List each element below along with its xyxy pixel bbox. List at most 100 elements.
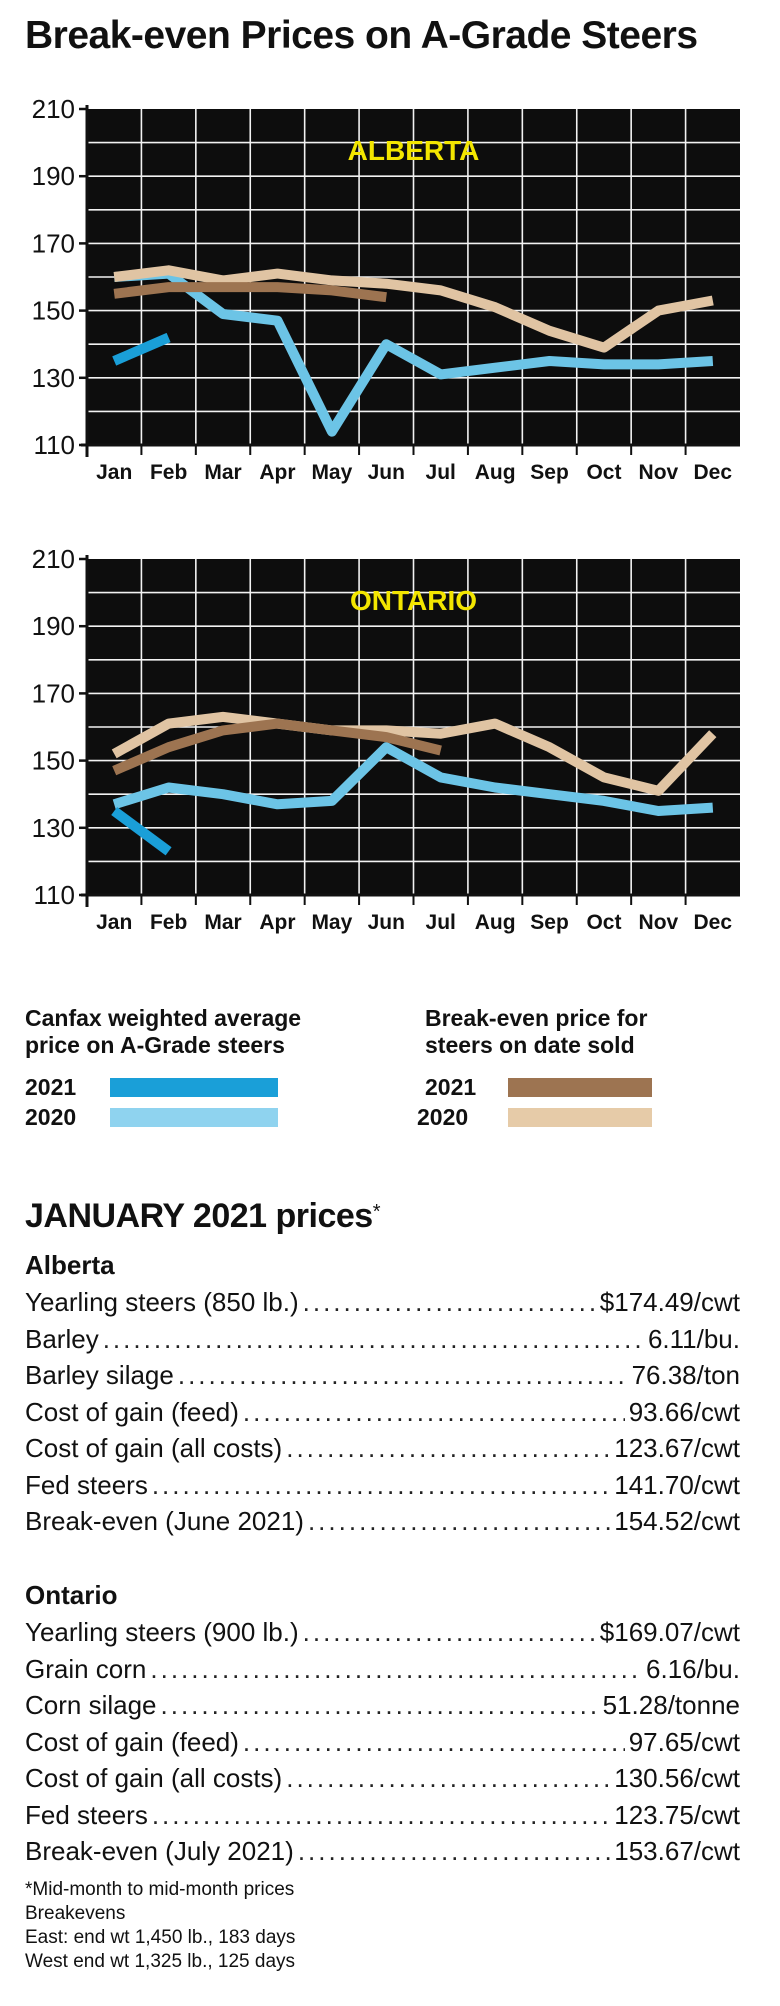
- dot-leader: ........................................…: [177, 1360, 628, 1390]
- price-row-label: Cost of gain (feed): [25, 1726, 239, 1757]
- legend-breakeven-2021-year: 2021: [425, 1074, 477, 1100]
- price-row-value: 51.28/tonne: [602, 1690, 740, 1720]
- series-line-breakeven-2020: [111, 711, 717, 796]
- legend-breakeven-heading-line1: Break-even price for: [425, 1005, 648, 1031]
- price-row-label: Cost of gain (feed): [25, 1396, 239, 1427]
- dot-leader: ........................................…: [150, 1653, 643, 1684]
- dot-leader: ........................................…: [242, 1396, 625, 1427]
- price-row-value: 154.52/cwt: [614, 1506, 740, 1536]
- dot-leader: ........................................…: [307, 1506, 610, 1536]
- ontario-price-row: Cost of gain (feed).....................…: [25, 1727, 740, 1763]
- alberta-price-row: Barley..................................…: [25, 1324, 740, 1360]
- x-tick-label: Sep: [530, 461, 569, 484]
- legend-canfax-2020-swatch: [110, 1108, 278, 1127]
- price-row-label: Grain corn: [25, 1653, 147, 1684]
- region-label-alberta: ALBERTA: [348, 135, 480, 166]
- page-title: Break-even Prices on A-Grade Steers: [25, 14, 698, 57]
- legend-breakeven-2020-year: 2020: [417, 1104, 469, 1130]
- x-tick-label: Mar: [204, 911, 241, 934]
- ontario-price-row: Cost of gain (all costs)................…: [25, 1763, 740, 1799]
- y-tick-label: 170: [32, 678, 75, 708]
- ontario-price-row: Corn silage.............................…: [25, 1690, 740, 1726]
- alberta-chart: 210 190 170 150 130 110 Jan Feb Mar Apr May Jun Jul A…: [32, 95, 740, 484]
- price-row-label: Barley: [25, 1323, 99, 1354]
- series-line-breakeven-2021: [113, 282, 387, 303]
- x-tick-label: Apr: [259, 461, 295, 484]
- series-line-canfax-2020: [112, 742, 714, 816]
- dot-leader: ........................................…: [102, 1323, 644, 1354]
- price-row-value: $174.49/cwt: [599, 1287, 740, 1317]
- alberta-price-row: Yearling steers (850 lb.)...............…: [25, 1287, 740, 1323]
- dot-leader: ........................................…: [302, 1617, 596, 1647]
- price-row-value: 76.38/ton: [631, 1360, 740, 1390]
- price-row-value: 130.56/cwt: [614, 1763, 740, 1793]
- y-tick-label: 190: [32, 611, 75, 641]
- price-row-value: 153.67/cwt: [614, 1836, 740, 1866]
- alberta-price-row: Cost of gain (feed).....................…: [25, 1397, 740, 1433]
- price-row-label: Fed steers: [25, 1799, 148, 1830]
- y-tick-label: 170: [32, 228, 75, 258]
- series-line-canfax-2021: [111, 806, 172, 856]
- price-row-value: 93.66/cwt: [628, 1396, 740, 1427]
- legend-canfax-2020-year: 2020: [25, 1104, 77, 1130]
- x-tick-label: Aug: [475, 911, 516, 934]
- x-tick-label: Sep: [530, 911, 569, 934]
- y-tick-label: 130: [32, 363, 75, 393]
- price-row-value: 141.70/cwt: [614, 1469, 740, 1500]
- alberta-price-row: Fed steers..............................…: [25, 1470, 740, 1506]
- x-tick-label: Dec: [694, 911, 733, 934]
- x-tick-label: Mar: [204, 461, 241, 484]
- legend-canfax-heading-line2: price on A-Grade steers: [25, 1032, 285, 1058]
- ontario-price-row: Fed steers..............................…: [25, 1800, 740, 1836]
- y-tick-label: 190: [32, 161, 75, 191]
- price-row-label: Yearling steers (900 lb.): [25, 1617, 299, 1647]
- dot-leader: ........................................…: [151, 1469, 611, 1500]
- prices-title-text: JANUARY 2021 prices: [25, 1197, 373, 1235]
- prices-title-footnote-mark: *: [372, 1201, 381, 1223]
- ontario-price-row: Yearling steers (900 lb.)...............…: [25, 1617, 740, 1653]
- ontario-heading: Ontario: [25, 1580, 118, 1610]
- price-row-label: Corn silage: [25, 1690, 157, 1720]
- price-row-label: Fed steers: [25, 1469, 148, 1500]
- dot-leader: ........................................…: [286, 1763, 611, 1793]
- x-tick-label: May: [311, 911, 352, 934]
- footnote-line: East: end wt 1,450 lb., 183 days: [25, 1927, 296, 1948]
- y-tick-label: 110: [34, 880, 75, 910]
- price-row-value: $169.07/cwt: [599, 1617, 740, 1647]
- dot-leader: ........................................…: [297, 1836, 610, 1866]
- legend-canfax-2021-swatch: [110, 1078, 278, 1097]
- price-row-label: Cost of gain (all costs): [25, 1763, 283, 1793]
- price-row-label: Cost of gain (all costs): [25, 1433, 283, 1463]
- price-row-value: 6.16/bu.: [646, 1653, 740, 1684]
- x-tick-label: Jul: [426, 911, 456, 934]
- alberta-price-row: Barley silage...........................…: [25, 1360, 740, 1396]
- dot-leader: ........................................…: [302, 1287, 596, 1317]
- ontario-price-row: Grain corn..............................…: [25, 1654, 740, 1690]
- alberta-price-row: Break-even (June 2021)..................…: [25, 1506, 740, 1542]
- price-row-value: 6.11/bu.: [647, 1323, 740, 1354]
- alberta-heading: Alberta: [25, 1250, 115, 1280]
- x-tick-label: Feb: [150, 911, 187, 934]
- prices-title: JANUARY 2021 prices*: [25, 1197, 381, 1236]
- x-tick-label: Apr: [259, 911, 295, 934]
- price-row-value: 123.67/cwt: [614, 1433, 740, 1463]
- legend-breakeven-2021-swatch: [508, 1078, 652, 1097]
- x-tick-label: Nov: [639, 461, 679, 484]
- x-tick-label: Jul: [426, 461, 456, 484]
- x-tick-label: Jan: [96, 911, 132, 934]
- series-line-breakeven-2021: [112, 718, 442, 776]
- legend-canfax-heading-line1: Canfax weighted average: [25, 1005, 302, 1031]
- legend-breakeven-heading-line2: steers on date sold: [425, 1032, 635, 1058]
- ontario-chart: 210 190 170 150 130 110 Jan Feb Mar Apr May Jun Jul A…: [32, 545, 740, 934]
- series-line-breakeven-2020: [113, 265, 714, 353]
- legend-breakeven: Break-even price for steers on date sold: [425, 1005, 647, 1059]
- y-tick-label: 110: [34, 430, 75, 460]
- series-line-canfax-2020: [113, 268, 714, 437]
- price-row-label: Break-even (June 2021): [25, 1506, 304, 1536]
- x-tick-label: Jan: [96, 461, 132, 484]
- x-tick-label: Oct: [586, 911, 621, 934]
- x-tick-label: May: [311, 461, 352, 484]
- x-tick-label: Jun: [368, 911, 405, 934]
- x-tick-label: Aug: [475, 461, 516, 484]
- series-line-canfax-2021: [112, 332, 171, 366]
